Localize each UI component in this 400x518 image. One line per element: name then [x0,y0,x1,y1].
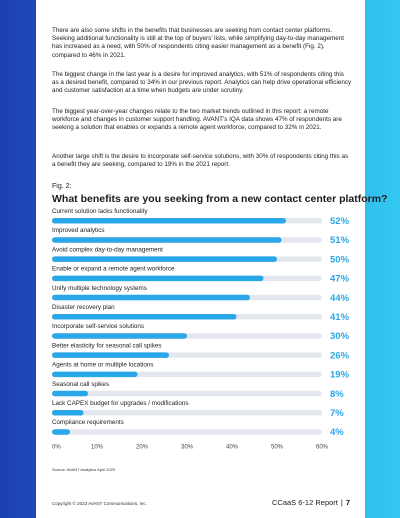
bar [52,256,277,262]
bar [52,294,250,301]
category-label: Better elasticity for seasonal call spik… [52,342,162,349]
figure-title: What benefits are you seeking from a new… [52,193,388,205]
x-tick-label: 20% [136,444,149,450]
paragraph-2: The biggest change in the last year is a… [52,71,352,95]
bar [52,371,138,378]
category-label: Lack CAPEX budget for upgrades / modific… [52,400,189,407]
category-label: Improved analytics [52,227,105,234]
figure-label: Fig. 2: [52,183,72,190]
bar [52,218,286,224]
value-label: 50% [330,254,350,265]
value-label: 44% [330,293,350,304]
paragraph-1: There are also some shifts in the benefi… [52,27,345,59]
x-tick-label: 0% [52,444,61,450]
x-tick-label: 60% [316,444,329,450]
category-label: Agents at home or multiple locations [52,362,154,369]
category-label: Current solution lacks functionality [52,208,148,215]
report-footer: CCaaS 6-12 Report | 7 [272,498,350,507]
bar [52,333,187,339]
x-tick-label: 50% [271,444,284,450]
value-label: 19% [330,370,350,381]
bar [52,390,88,397]
value-label: 7% [330,408,344,419]
value-label: 30% [330,331,350,342]
value-label: 41% [330,312,350,323]
category-label: Avoid complex day-to-day management [52,246,163,253]
bar-track [52,429,322,435]
category-label: Enable or expand a remote agent workforc… [52,266,175,273]
value-label: 8% [330,389,344,400]
x-tick-label: 30% [181,444,194,450]
category-label: Unify multiple technology systems [52,285,147,292]
chart-svg: Current solution lacks functionality 52% I… [52,208,350,450]
source-note: Source: AVANT Analytics April 2023 [52,467,116,472]
category-label: Disaster recovery plan [52,304,115,311]
value-label: 26% [330,350,350,361]
category-label: Seasonal call spikes [52,381,109,388]
value-label: 47% [330,274,350,285]
bar [52,275,264,282]
benefits-bar-chart: Current solution lacks functionality 52% I… [52,205,362,460]
report-name: CCaaS 6-12 Report [272,498,338,507]
category-label: Incorporate self-service solutions [52,323,144,330]
value-label: 51% [330,235,350,246]
value-label: 4% [330,427,344,438]
bar-track [52,410,322,416]
bar [52,352,169,358]
category-label: Compliance requirements [52,419,124,426]
value-label: 52% [330,216,350,227]
x-tick-label: 10% [91,444,104,450]
footer-separator: | [340,498,343,507]
page-number: 7 [345,498,350,507]
paragraph-4: Another large shift is the desire to inc… [52,153,349,169]
bar [52,429,70,435]
bar [52,410,84,416]
x-tick-label: 40% [226,444,239,450]
bar-track [52,390,322,397]
bar [52,314,237,320]
copyright-text: Copyright © 2023 AVANT Communications, I… [52,501,147,506]
paragraph-3: The biggest year-over-year changes relat… [52,108,342,132]
bar [52,237,282,243]
